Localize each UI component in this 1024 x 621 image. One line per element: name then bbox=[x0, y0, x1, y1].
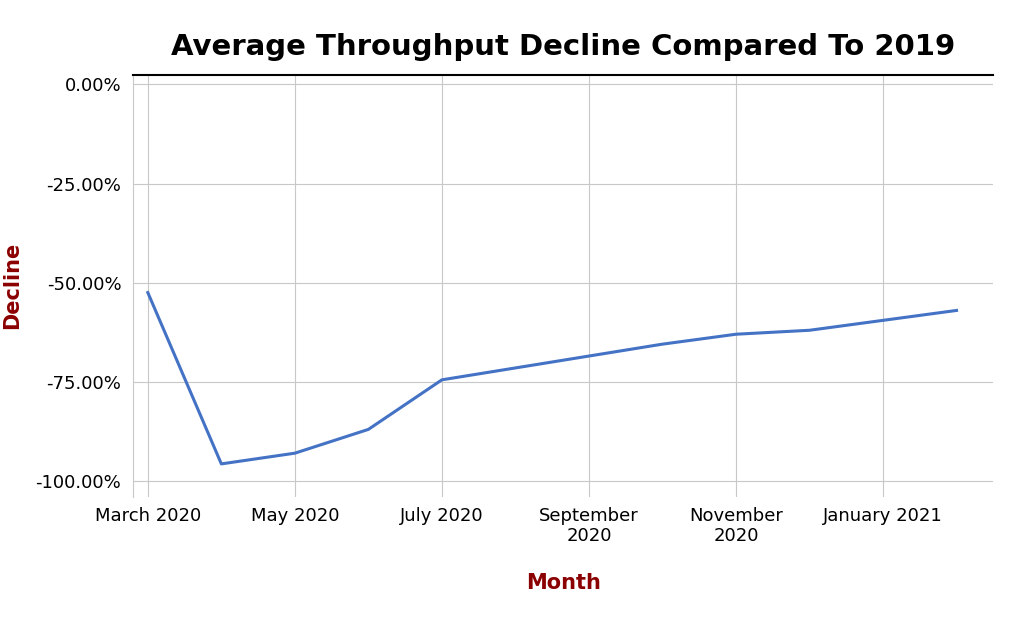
X-axis label: Month: Month bbox=[525, 573, 601, 593]
Title: Average Throughput Decline Compared To 2019: Average Throughput Decline Compared To 2… bbox=[171, 33, 955, 61]
Y-axis label: Decline: Decline bbox=[2, 242, 22, 329]
